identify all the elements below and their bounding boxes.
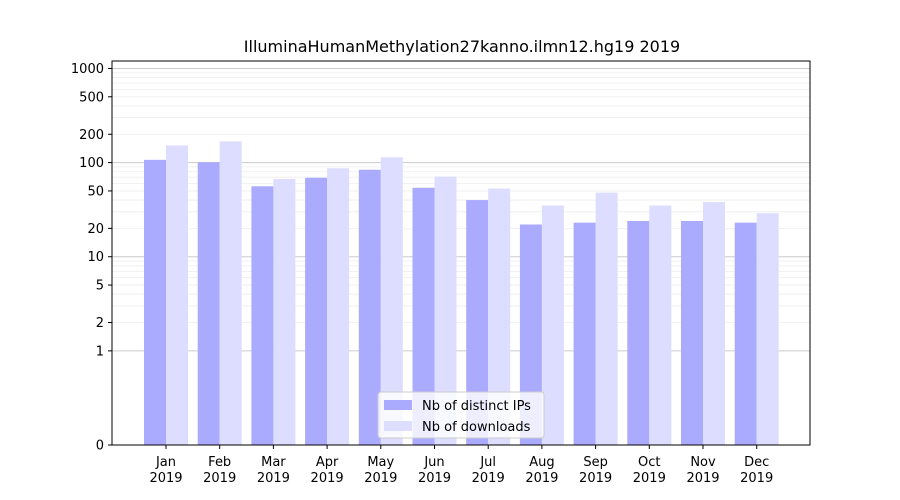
y-tick-label: 200: [79, 128, 104, 143]
x-tick-label-month: Apr: [316, 455, 339, 470]
y-tick-label: 0: [96, 439, 104, 454]
legend: Nb of distinct IPs Nb of downloads: [377, 391, 545, 439]
x-tick-label-year: 2019: [311, 471, 344, 486]
bar-distinct-ips: [305, 177, 328, 446]
y-tick-label: 1000: [71, 62, 104, 77]
x-tick-label-month: Jun: [423, 455, 444, 470]
x-tick-label-year: 2019: [633, 471, 666, 486]
bar-distinct-ips: [197, 162, 220, 445]
y-tick-label: 2: [96, 316, 104, 331]
x-tick-label-month: Mar: [261, 455, 286, 470]
legend-label: Nb of distinct IPs: [422, 399, 531, 414]
bar-downloads: [273, 178, 296, 445]
x-tick-label-year: 2019: [418, 471, 451, 486]
x-tick-label-year: 2019: [257, 471, 290, 486]
bars-layer: [144, 141, 779, 446]
x-tick-label-month: Nov: [690, 455, 716, 470]
bar-distinct-ips: [734, 222, 757, 445]
y-axis: 0 1 2 5 10 20 50 100 200 500 1000: [71, 62, 112, 454]
x-tick-label-month: Jul: [479, 455, 496, 470]
y-tick-label: 500: [79, 90, 104, 105]
bar-downloads: [166, 145, 188, 445]
bar-downloads: [488, 188, 511, 446]
bar-downloads: [541, 205, 564, 445]
legend-swatch: [384, 421, 412, 431]
bar-downloads: [380, 157, 403, 445]
bar-downloads: [703, 202, 725, 445]
x-tick-label-month: Jan: [155, 455, 176, 470]
bar-distinct-ips: [251, 186, 274, 445]
y-tick-label: 50: [87, 184, 104, 199]
bar-distinct-ips: [466, 200, 489, 445]
x-tick-label-year: 2019: [686, 471, 719, 486]
legend-label: Nb of downloads: [422, 420, 531, 435]
x-tick-label-year: 2019: [579, 471, 612, 486]
bar-distinct-ips: [519, 224, 542, 445]
x-tick-label-month: Oct: [638, 455, 660, 470]
bar-distinct-ips: [681, 220, 703, 445]
bar-distinct-ips: [627, 220, 650, 445]
bar-distinct-ips: [144, 159, 166, 446]
bar-downloads: [434, 176, 457, 445]
y-tick-label: 5: [96, 279, 104, 294]
x-tick-label-month: Dec: [744, 455, 769, 470]
x-tick-label-month: May: [367, 455, 394, 470]
legend-box: [377, 391, 545, 439]
plot-frame: [111, 60, 811, 446]
y-tick-label: 1: [96, 344, 104, 359]
bar-distinct-ips: [358, 169, 381, 445]
x-tick-label-month: Aug: [529, 455, 554, 470]
x-tick-label-month: Feb: [208, 455, 231, 470]
x-tick-label-year: 2019: [740, 471, 773, 486]
bar-downloads: [595, 192, 618, 445]
y-tick-label: 100: [79, 156, 104, 171]
chart-title: IlluminaHumanMethylation27kanno.ilmn12.h…: [244, 37, 680, 56]
bar-downloads: [219, 141, 242, 445]
bar-downloads: [327, 168, 350, 446]
bar-downloads: [649, 205, 672, 445]
y-tick-label: 10: [87, 250, 104, 265]
x-tick-label-year: 2019: [364, 471, 397, 486]
x-tick-label-year: 2019: [149, 471, 182, 486]
y-tick-label: 20: [87, 222, 104, 237]
bar-distinct-ips: [573, 222, 596, 445]
x-axis: Jan2019Feb2019Mar2019Apr2019May2019Jun20…: [149, 445, 773, 486]
legend-swatch: [384, 400, 412, 410]
x-tick-label-year: 2019: [203, 471, 236, 486]
bar-downloads: [756, 213, 779, 445]
x-tick-label-month: Sep: [583, 455, 608, 470]
bar-distinct-ips: [412, 187, 435, 445]
x-tick-label-year: 2019: [472, 471, 505, 486]
x-tick-label-year: 2019: [525, 471, 558, 486]
